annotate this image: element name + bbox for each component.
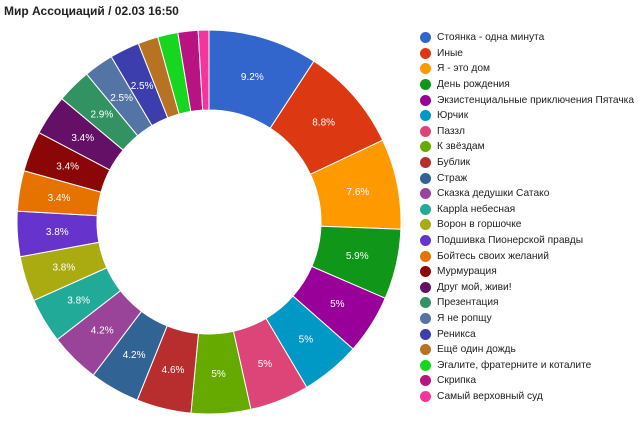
legend-item[interactable]: Я - это дом [420, 61, 634, 77]
legend-item[interactable]: Паззл [420, 124, 634, 140]
legend-item[interactable]: Бублик [420, 155, 634, 171]
legend-swatch [420, 297, 431, 309]
legend-swatch [420, 172, 431, 184]
slice-value-label: 7.6% [347, 187, 370, 198]
legend-item[interactable]: День рождения [420, 77, 634, 93]
slice-value-label: 5% [299, 335, 314, 346]
legend-item[interactable]: Каррlа небесная [420, 202, 634, 218]
legend-swatch [420, 47, 431, 59]
legend-label: Экзистенциальные приключения Пятачка [437, 94, 635, 106]
legend-label: Реникса [437, 328, 476, 340]
slice-value-label: 4.2% [123, 350, 146, 361]
legend-swatch [420, 375, 431, 387]
slice-value-label: 3.4% [56, 162, 79, 173]
slice-value-label: 2.5% [131, 81, 154, 92]
legend-swatch [420, 79, 431, 91]
legend-label: Скрипка [437, 375, 477, 387]
legend-swatch [420, 157, 431, 169]
legend-label: Иные [437, 47, 463, 59]
legend-swatch [420, 266, 431, 278]
legend-swatch [420, 219, 431, 231]
slice-value-label: 3.8% [67, 296, 90, 307]
legend-swatch [420, 328, 431, 340]
slice-value-label: 3.4% [48, 193, 71, 204]
legend-label: Эгалите, фратерните и коталите [437, 359, 592, 371]
chart-title: Мир Ассоциаций / 02.03 16:50 [4, 4, 179, 18]
legend-item[interactable]: К звёздам [420, 139, 634, 155]
legend-item[interactable]: Юрчик [420, 108, 634, 124]
legend-item[interactable]: Я не ропщу [420, 311, 634, 327]
legend-label: Подшивка Пионерской правды [437, 235, 584, 247]
slice-value-label: 8.8% [312, 118, 335, 129]
legend-item[interactable]: Подшивка Пионерской правды [420, 233, 634, 249]
legend-label: Стоянка - одна минута [437, 32, 545, 44]
slice-value-label: 5% [258, 359, 273, 370]
legend-swatch [420, 141, 431, 153]
legend-item[interactable]: Самый верховный суд [420, 389, 634, 405]
legend-label: Юрчик [437, 110, 469, 122]
slice-value-label: 3.4% [71, 133, 94, 144]
slice-value-label: 5% [211, 369, 226, 380]
legend-swatch [420, 281, 431, 293]
legend-swatch [420, 359, 431, 371]
slice-value-label: 5% [330, 299, 345, 310]
slice-24[interactable] [197, 29, 210, 111]
legend-item[interactable]: Скрипка [420, 373, 634, 389]
legend-label: Каррlа небесная [437, 203, 516, 215]
legend-label: Ещё один дождь [437, 344, 516, 356]
legend-label: Презентация [437, 297, 499, 309]
legend-item[interactable]: Друг мой, живи! [420, 280, 634, 296]
legend-label: Страж [437, 172, 468, 184]
legend-item[interactable]: Мурмурация [420, 264, 634, 280]
legend-swatch [420, 203, 431, 215]
slice-value-label: 5.9% [346, 251, 369, 262]
legend-label: Бойтесь своих желаний [437, 250, 549, 262]
slice-value-label: 3.8% [52, 263, 75, 274]
legend-label: Я не ропщу [437, 312, 492, 324]
legend-label: К звёздам [437, 141, 485, 153]
slice-value-label: 3.8% [46, 227, 69, 238]
slice-value-label: 2.5% [110, 93, 133, 104]
legend-item[interactable]: Иные [420, 46, 634, 62]
legend-item[interactable]: Презентация [420, 295, 634, 311]
legend-swatch [420, 235, 431, 247]
legend-label: Я - это дом [437, 63, 491, 75]
legend-swatch [420, 344, 431, 356]
legend-label: Паззл [437, 125, 465, 137]
legend-swatch [420, 390, 431, 402]
legend-item[interactable]: Экзистенциальные приключения Пятачка [420, 92, 634, 108]
slice-value-label: 4.2% [91, 326, 114, 337]
legend-item[interactable]: Ворон в горшочке [420, 217, 634, 233]
legend-item[interactable]: Эгалите, фратерните и коталите [420, 357, 634, 373]
legend-swatch [420, 250, 431, 262]
chart-legend: Стоянка - одна минута Иные Я - это дом День… [420, 30, 634, 404]
slice-value-label: 9.2% [241, 72, 264, 83]
legend-item[interactable]: Страж [420, 170, 634, 186]
legend-swatch [420, 32, 431, 44]
legend-item[interactable]: Бойтесь своих желаний [420, 248, 634, 264]
legend-swatch [420, 94, 431, 106]
legend-label: Мурмурация [437, 266, 497, 278]
legend-swatch [420, 63, 431, 75]
legend-swatch [420, 312, 431, 324]
legend-swatch [420, 110, 431, 122]
legend-item[interactable]: Реникса [420, 326, 634, 342]
slice-value-label: 2.9% [90, 110, 113, 121]
legend-label: Сказка дедушки Сатако [437, 188, 550, 200]
legend-swatch [420, 188, 431, 200]
legend-swatch [420, 125, 431, 137]
slice-value-label: 4.6% [162, 365, 185, 376]
legend-label: Ворон в горшочке [437, 219, 522, 231]
legend-label: Друг мой, живи! [437, 281, 512, 293]
legend-label: День рождения [437, 79, 510, 91]
legend-item[interactable]: Сказка дедушки Сатако [420, 186, 634, 202]
legend-item[interactable]: Стоянка - одна минута [420, 30, 634, 46]
legend-label: Бублик [437, 157, 471, 169]
legend-label: Самый верховный суд [437, 390, 543, 402]
legend-item[interactable]: Ещё один дождь [420, 342, 634, 358]
